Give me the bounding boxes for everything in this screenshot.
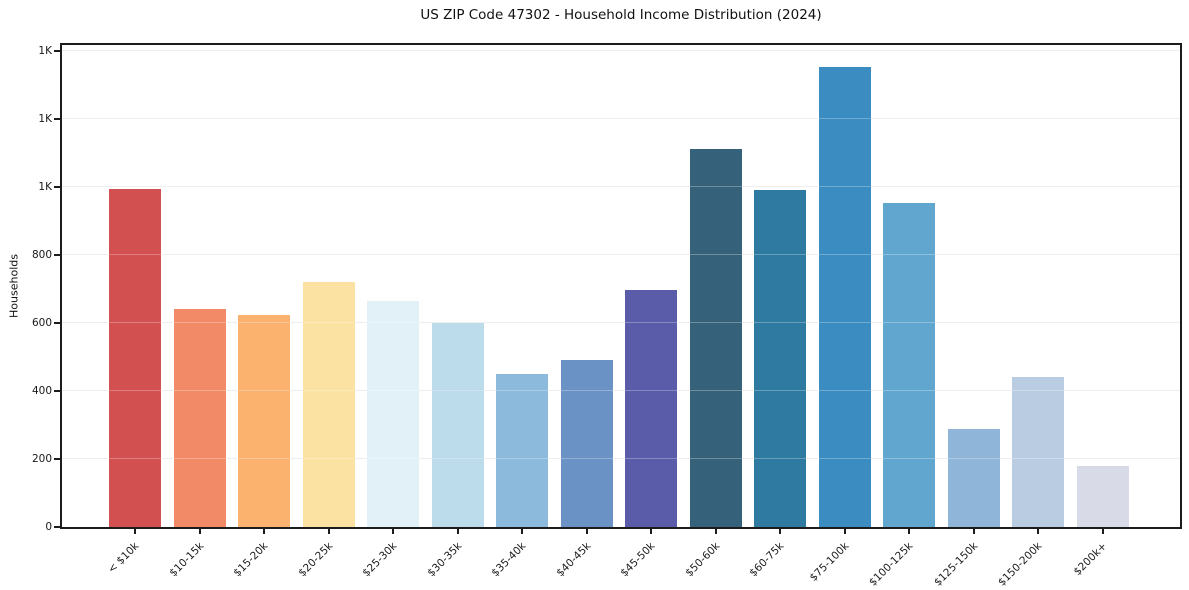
bar-9: [625, 289, 677, 527]
x-axis-tick: [972, 529, 975, 534]
gridline-overlay: [62, 458, 1180, 460]
bar-11: [754, 190, 806, 527]
bar-4: [302, 282, 355, 527]
y-tick-label: 1K: [38, 113, 52, 126]
gridline-overlay: [62, 186, 1180, 188]
y-axis-tick: [54, 186, 60, 189]
gridline-overlay: [62, 322, 1180, 324]
y-tick-label: 1K: [38, 181, 52, 194]
bar-1: [109, 188, 161, 527]
x-tick-label: $150-200k: [995, 540, 1045, 589]
bar-15: [1012, 377, 1064, 527]
x-tick-label: $35-40k: [489, 540, 529, 580]
y-axis-tick: [54, 458, 60, 461]
x-tick-label: $100-125k: [866, 540, 916, 589]
x-axis-tick: [198, 529, 201, 534]
gridline: [62, 118, 1180, 120]
x-axis-tick: [456, 529, 459, 534]
bar-10: [689, 149, 742, 527]
x-axis-tick: [843, 529, 846, 534]
x-axis-tick: [521, 529, 523, 534]
plot-area: [60, 43, 1182, 529]
gridline-overlay: [62, 50, 1180, 52]
y-tick-label: 200: [31, 453, 52, 466]
x-tick-label: < $10k: [105, 540, 142, 576]
gridline-overlay: [62, 390, 1180, 392]
x-axis-tick: [1037, 529, 1039, 534]
x-tick-label: $10-15k: [166, 540, 206, 580]
x-axis-tick: [714, 529, 717, 534]
y-axis-tick: [54, 322, 60, 325]
bar-12: [818, 67, 871, 527]
x-axis-tick: [1101, 529, 1104, 534]
x-tick-label: $20-25k: [295, 540, 335, 580]
y-tick-label: 1K: [38, 45, 52, 58]
x-tick-label: $15-20k: [231, 540, 271, 580]
y-axis-tick: [54, 118, 60, 121]
bar-16: [1076, 465, 1129, 527]
x-tick-label: $50-60k: [682, 540, 722, 580]
bar-5: [367, 300, 419, 527]
x-axis-tick: [650, 529, 652, 534]
y-tick-label: 400: [31, 385, 52, 398]
gridline: [62, 50, 1180, 52]
gridline: [62, 322, 1180, 324]
x-axis-tick: [585, 529, 588, 534]
gridline-overlay: [62, 254, 1180, 256]
x-axis-tick: [263, 529, 265, 534]
x-tick-label: $60-75k: [747, 540, 787, 580]
gridline: [62, 390, 1180, 392]
x-axis-tick: [779, 529, 781, 534]
x-tick-label: $125-150k: [931, 540, 980, 589]
y-axis-label: Households: [7, 254, 21, 318]
x-tick-label: $75-100k: [807, 540, 851, 584]
x-tick-label: $25-30k: [360, 540, 400, 580]
y-tick-label: 0: [45, 521, 52, 533]
gridline: [62, 186, 1180, 188]
gridline: [62, 458, 1180, 460]
x-tick-label: $40-45k: [553, 540, 593, 580]
y-tick-label: 800: [31, 249, 52, 262]
gridline-overlay: [62, 118, 1180, 120]
x-axis-tick: [327, 529, 330, 534]
x-axis-tick: [134, 529, 136, 534]
bar-3: [238, 314, 290, 527]
x-axis-tick: [392, 529, 394, 534]
bar-7: [496, 374, 548, 527]
x-tick-label: $200k+: [1070, 540, 1109, 579]
x-axis-tick: [908, 529, 910, 534]
gridline: [62, 254, 1180, 256]
bar-14: [947, 428, 1000, 527]
x-tick-label: $30-35k: [424, 540, 464, 580]
y-axis-tick: [54, 50, 60, 53]
bar-13: [883, 203, 935, 527]
bar-8: [560, 360, 613, 527]
y-axis-tick: [54, 390, 60, 393]
bar-2: [173, 309, 226, 527]
chart-title: US ZIP Code 47302 - Household Income Dis…: [420, 7, 822, 23]
bar-6: [431, 323, 484, 527]
y-tick-label: 600: [31, 317, 52, 330]
y-axis-tick: [54, 254, 60, 257]
x-tick-label: $45-50k: [618, 540, 658, 580]
y-axis-tick: [54, 526, 60, 528]
